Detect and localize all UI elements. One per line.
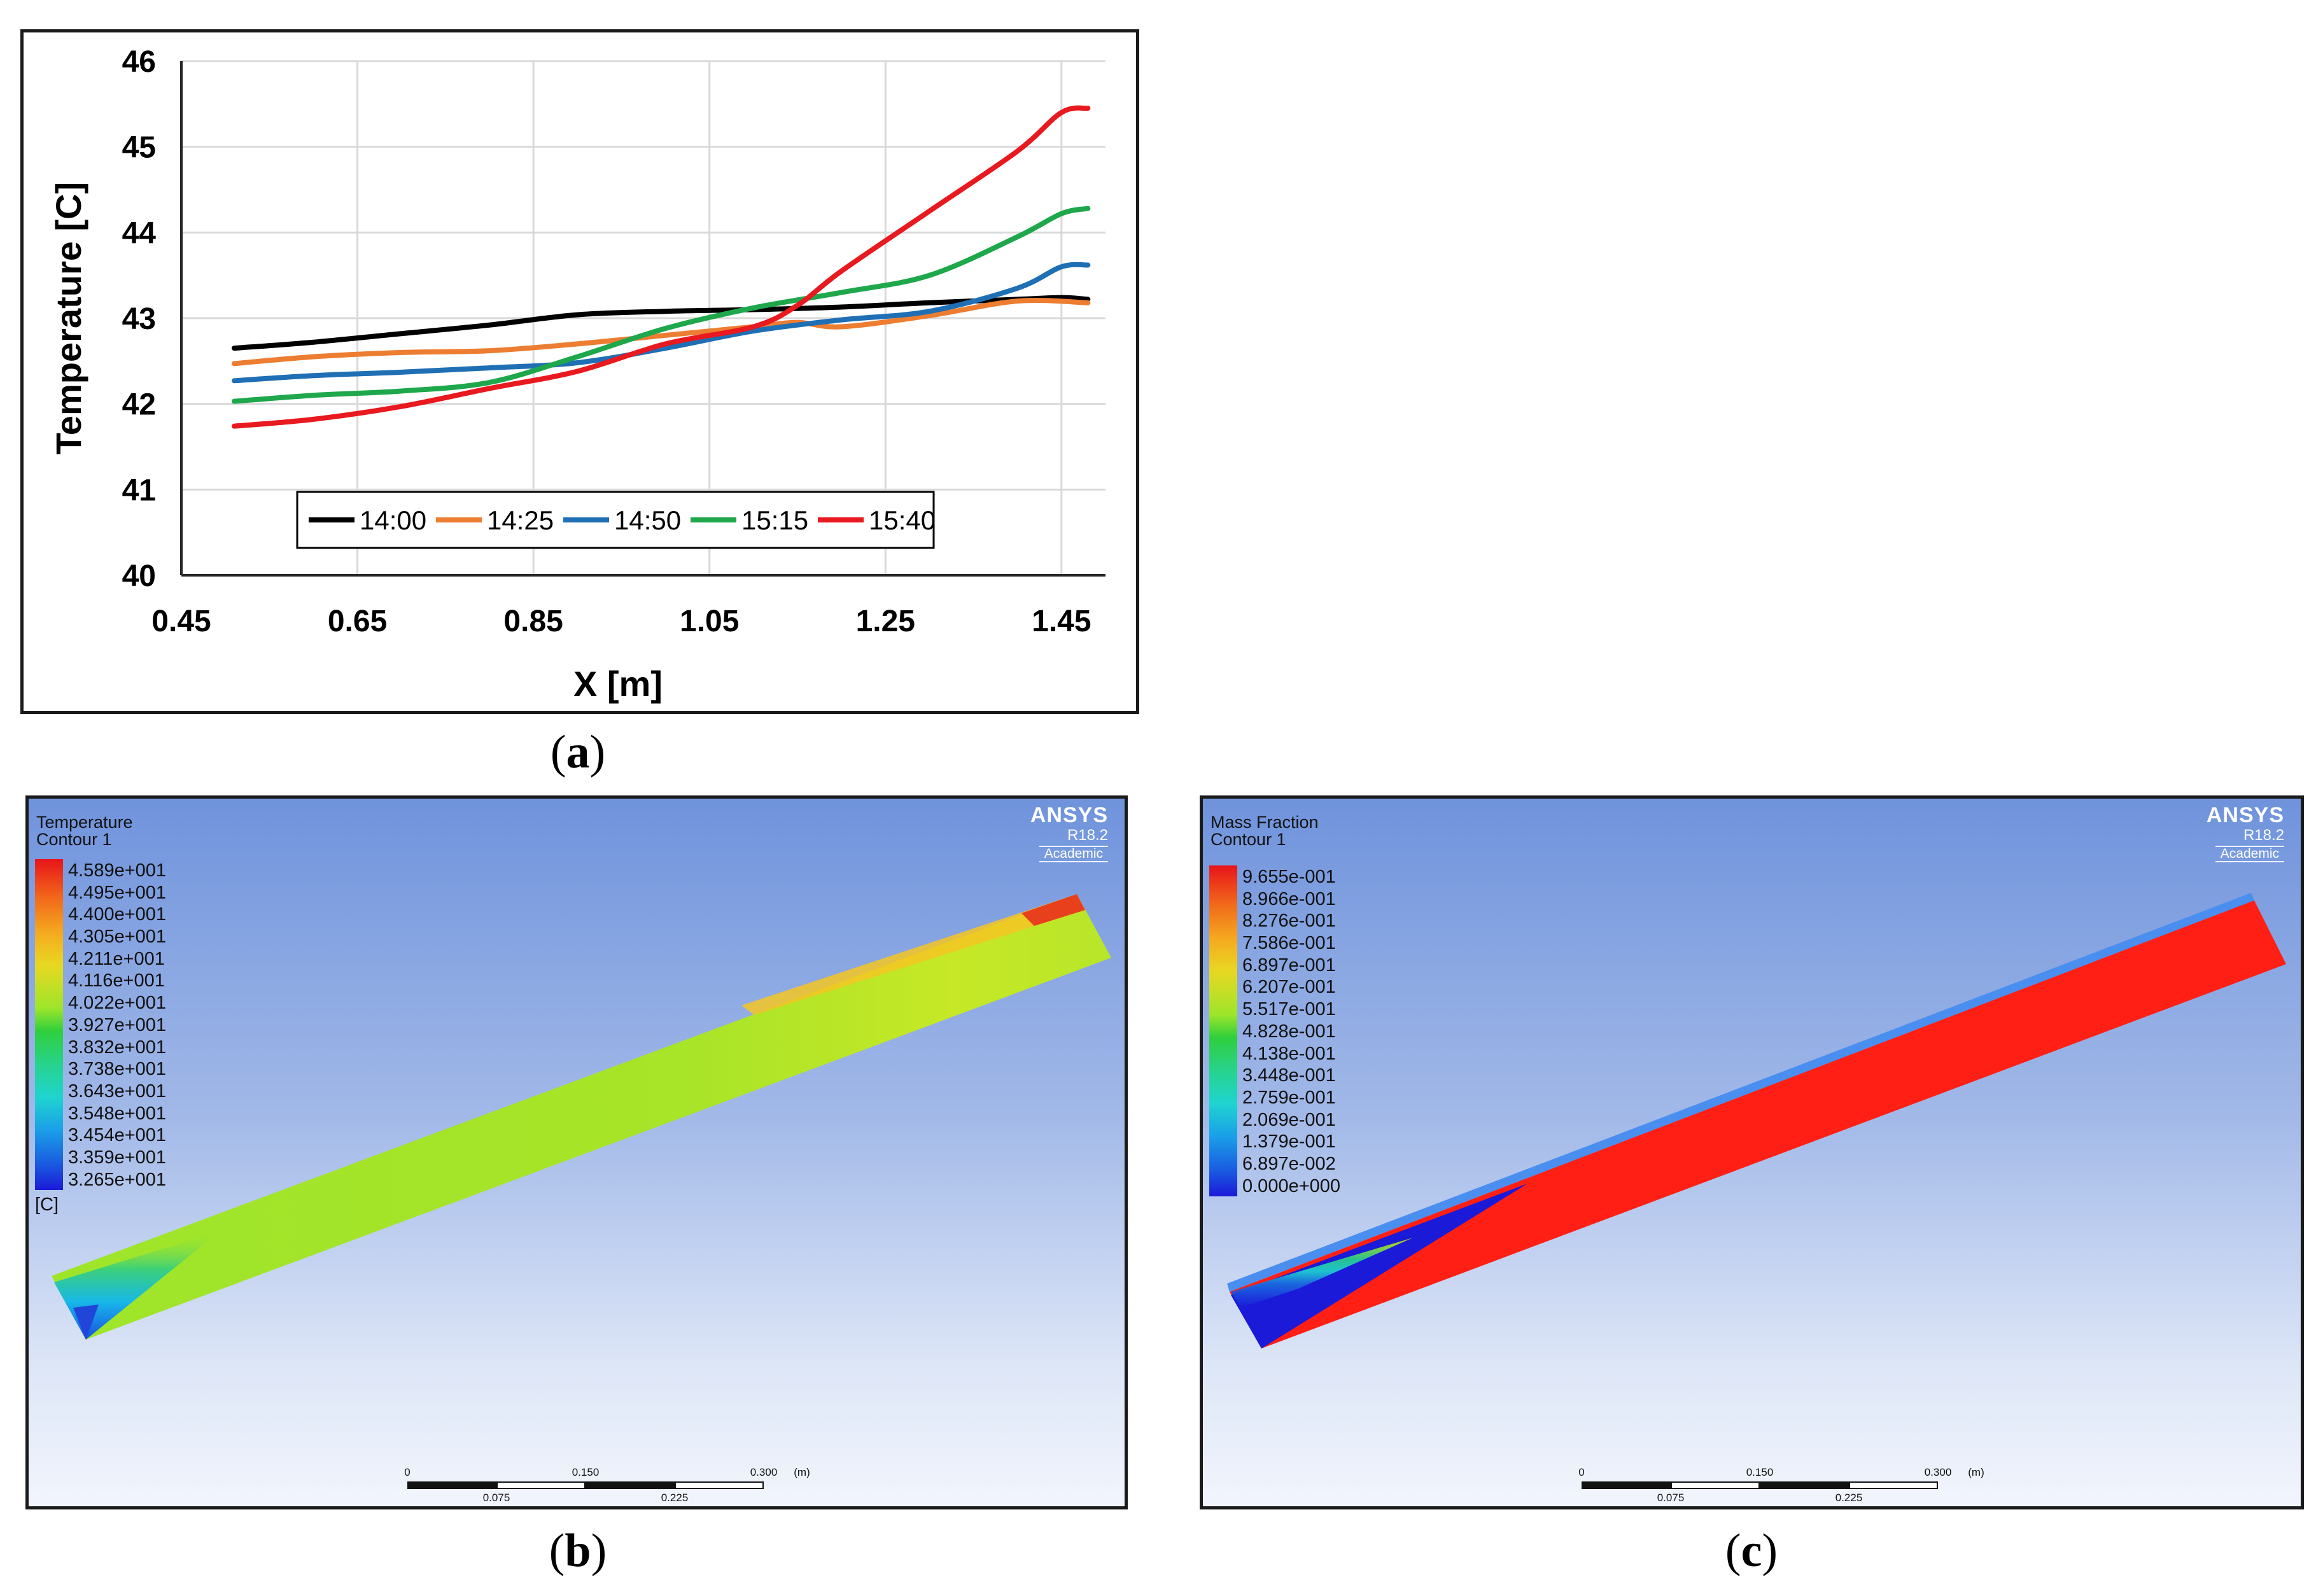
legend-value: 9.655e-001 bbox=[1242, 867, 1336, 887]
scale-bar: 0 0.150 0.300 (m) 0.075 0.225 bbox=[1578, 1466, 1984, 1504]
contour-title: Mass Fraction Contour 1 bbox=[1211, 813, 1319, 849]
series-line-1450 bbox=[231, 262, 1091, 384]
mass-fraction-legend-labels: 9.655e-001 8.966e-001 8.276e-001 7.586e-001… bbox=[1242, 866, 1340, 1197]
series-line-1400 bbox=[231, 295, 1091, 351]
x-axis-title: X [m] bbox=[573, 664, 663, 704]
transition-region bbox=[1231, 1212, 1470, 1308]
x-tick-label: 0.45 bbox=[151, 605, 211, 638]
temperature-color-scale bbox=[35, 859, 63, 1190]
legend-value: 4.828e-001 bbox=[1242, 1021, 1336, 1042]
temperature-unit: [C] bbox=[35, 1194, 59, 1215]
legend-value: 4.305e+001 bbox=[68, 927, 167, 948]
legend-value: 3.643e+001 bbox=[68, 1081, 167, 1102]
legend-entry-label: 14:00 bbox=[360, 505, 426, 535]
legend-value: 1.379e-001 bbox=[1242, 1131, 1336, 1152]
legend-value: 8.276e-001 bbox=[1242, 911, 1336, 932]
legend-entry-label: 14:25 bbox=[487, 505, 554, 535]
legend-value: 8.966e-001 bbox=[1242, 888, 1336, 909]
hottest-corner bbox=[1021, 894, 1085, 926]
mass-fraction-strip bbox=[1230, 900, 2286, 1348]
series-line-1540 bbox=[231, 105, 1091, 429]
caption-a: (a) bbox=[550, 726, 606, 778]
ansys-logo: ANSYS R18.2 Academic bbox=[2206, 803, 2284, 862]
legend-value: 4.022e+001 bbox=[68, 993, 167, 1014]
legend-value: 3.832e+001 bbox=[68, 1037, 167, 1058]
y-tick-label: 41 bbox=[122, 473, 156, 507]
legend-value: 4.400e+001 bbox=[68, 904, 167, 925]
series-line-1515 bbox=[231, 206, 1091, 404]
legend-value: 4.138e-001 bbox=[1242, 1043, 1336, 1064]
y-tick-label: 46 bbox=[122, 45, 156, 79]
gas-boundary-strip bbox=[1227, 893, 2254, 1292]
legend-value: 4.211e+001 bbox=[68, 948, 165, 969]
cold-corner-tip bbox=[73, 1305, 99, 1340]
legend-value: 6.207e-001 bbox=[1242, 977, 1336, 998]
series-line-1425 bbox=[231, 298, 1091, 367]
legend-entry-label: 15:15 bbox=[741, 505, 808, 535]
y-tick-label: 40 bbox=[122, 559, 156, 593]
y-tick-label: 43 bbox=[122, 302, 156, 336]
hot-top-edge bbox=[741, 894, 1085, 1015]
legend-value: 6.897e-002 bbox=[1242, 1153, 1336, 1174]
legend-value: 3.448e-001 bbox=[1242, 1065, 1336, 1086]
x-tick-label: 1.05 bbox=[680, 605, 739, 638]
legend-value: 0.000e+000 bbox=[1242, 1175, 1341, 1196]
x-tick-label: 0.65 bbox=[328, 605, 387, 638]
y-tick-label: 45 bbox=[122, 131, 156, 165]
legend-value: 4.589e+001 bbox=[68, 860, 167, 881]
legend-value: 4.495e+001 bbox=[68, 882, 167, 903]
temperature-strip bbox=[52, 894, 1111, 1340]
temperature-line-chart: 40 41 42 43 44 45 46 0.45 0.65 0.85 1.05 1.25 1.45 X … bbox=[20, 29, 1139, 714]
temperature-legend-labels: 4.589e+001 4.495e+001 4.400e+001 4.305e+001… bbox=[68, 860, 166, 1191]
legend-value: 4.116e+001 bbox=[68, 970, 165, 991]
x-tick-label: 1.45 bbox=[1032, 605, 1091, 638]
legend-value: 3.265e+001 bbox=[68, 1169, 167, 1190]
temperature-contour-panel: Temperature Contour 1 4.589e+001 4.495e+0… bbox=[25, 795, 1128, 1509]
legend-value: 3.359e+001 bbox=[68, 1147, 167, 1168]
legend-value: 3.454e+001 bbox=[68, 1125, 167, 1146]
y-tick-label: 44 bbox=[122, 216, 157, 250]
y-tick-label: 42 bbox=[122, 388, 156, 422]
temperature-contour-geometry bbox=[52, 894, 1111, 1340]
mass-fraction-contour-geometry bbox=[1227, 893, 2286, 1348]
legend-entry-label: 15:40 bbox=[869, 505, 936, 535]
legend-value: 2.759e-001 bbox=[1242, 1087, 1336, 1108]
ansys-logo: ANSYS R18.2 Academic bbox=[1030, 803, 1108, 862]
legend-entry-label: 14:50 bbox=[614, 505, 681, 535]
x-tick-label: 0.85 bbox=[503, 605, 563, 638]
legend-value: 6.897e-001 bbox=[1242, 955, 1336, 976]
mass-fraction-color-scale bbox=[1209, 865, 1237, 1196]
legend-value: 2.069e-001 bbox=[1242, 1109, 1336, 1130]
dry-bottom-region bbox=[1231, 1184, 1527, 1348]
caption-b: (b) bbox=[549, 1525, 607, 1577]
legend-value: 3.548e+001 bbox=[68, 1103, 167, 1124]
mass-fraction-contour-panel: Mass Fraction Contour 1 9.655e-001 8.966e… bbox=[1200, 795, 2304, 1509]
legend-value: 3.927e+001 bbox=[68, 1014, 167, 1035]
legend-value: 3.738e+001 bbox=[68, 1059, 167, 1080]
caption-c: (c) bbox=[1725, 1525, 1778, 1577]
legend-value: 5.517e-001 bbox=[1242, 999, 1336, 1020]
scale-bar: 0 0.150 0.300 (m) 0.075 0.225 bbox=[404, 1466, 810, 1504]
x-tick-label: 1.25 bbox=[856, 605, 915, 638]
legend-value: 7.586e-001 bbox=[1242, 933, 1336, 954]
chart-svg: 40 41 42 43 44 45 46 0.45 0.65 0.85 1.05 1.25 1.45 X … bbox=[48, 45, 1105, 704]
contour-title: Temperature Contour 1 bbox=[36, 813, 133, 849]
y-axis-title: Temperature [C] bbox=[48, 182, 88, 454]
